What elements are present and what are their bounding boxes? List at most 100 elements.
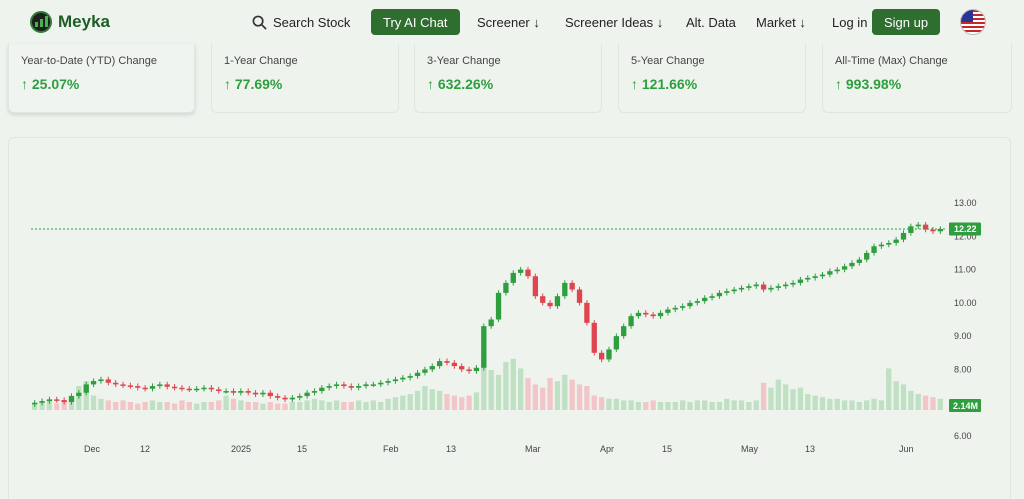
- candle-body: [208, 387, 215, 390]
- volume-bar: [790, 389, 796, 410]
- last-price-label: 12.22: [954, 224, 977, 234]
- candle-body: [414, 372, 421, 377]
- candle-body: [127, 385, 134, 387]
- volume-bar: [311, 398, 318, 410]
- volume-bar: [738, 400, 745, 410]
- volume-bar: [451, 395, 458, 410]
- candle-body: [915, 224, 921, 227]
- volume-bar: [385, 398, 391, 410]
- candle-body: [790, 282, 796, 285]
- market-menu[interactable]: Market ↓: [756, 9, 806, 35]
- candle-body: [576, 289, 583, 303]
- candle-body: [694, 301, 700, 303]
- login-link[interactable]: Log in: [832, 9, 867, 35]
- volume-bar: [105, 400, 111, 410]
- volume-bar: [930, 397, 936, 410]
- volume-bar: [746, 402, 752, 410]
- candle-body: [805, 277, 811, 280]
- try-ai-chat-button[interactable]: Try AI Chat: [371, 9, 460, 35]
- ytd-change-card[interactable]: Year-to-Date (YTD) Change ↑ 25.07%: [8, 44, 195, 113]
- card-label: 5-Year Change: [631, 55, 705, 67]
- one-year-change-card[interactable]: 1-Year Change ↑ 77.69%: [211, 44, 399, 113]
- candle-body: [598, 352, 605, 360]
- x-tick-label: Feb: [383, 444, 399, 454]
- three-year-change-card[interactable]: 3-Year Change ↑ 632.26%: [414, 44, 602, 113]
- signup-button[interactable]: Sign up: [872, 9, 941, 35]
- volume-bar: [326, 402, 332, 410]
- search-stock-link[interactable]: Search Stock: [252, 9, 350, 35]
- volume-bar: [893, 381, 899, 410]
- volume-bar: [797, 387, 804, 410]
- x-tick-label: 12: [140, 444, 150, 454]
- volume-bar: [709, 402, 715, 410]
- volume-bar: [812, 395, 818, 410]
- candle-body: [738, 287, 745, 290]
- candle-body: [724, 291, 730, 293]
- card-label: All-Time (Max) Change: [835, 55, 948, 67]
- candle-body: [436, 361, 443, 367]
- candle-body: [83, 384, 89, 393]
- volume-bar: [562, 374, 568, 410]
- candle-body: [238, 391, 244, 393]
- volume-bar: [400, 395, 406, 410]
- candle-body: [39, 401, 45, 403]
- candle-body: [517, 269, 524, 273]
- candle-body: [459, 366, 465, 370]
- candle-body: [311, 391, 318, 393]
- volume-bar: [783, 384, 789, 410]
- candle-body: [628, 316, 634, 327]
- candle-body: [775, 286, 781, 288]
- volume-bar: [540, 387, 546, 410]
- screener-ideas-menu[interactable]: Screener Ideas ↓: [565, 9, 663, 35]
- volume-bar: [827, 398, 833, 410]
- candle-body: [503, 282, 509, 293]
- candle-body: [731, 289, 737, 292]
- candle-body: [613, 336, 620, 350]
- candle-body: [201, 387, 207, 390]
- volume-bar: [54, 403, 60, 410]
- candle-body: [753, 284, 759, 287]
- card-value: ↑ 632.26%: [427, 76, 494, 92]
- volume-bar: [613, 398, 620, 410]
- volume-bar: [436, 390, 443, 410]
- candle-body: [908, 226, 914, 233]
- brand-name: Meyka: [58, 12, 110, 31]
- candle-body: [333, 384, 340, 387]
- candle-body: [819, 274, 826, 277]
- candle-body: [849, 262, 855, 267]
- volume-bar: [871, 398, 877, 410]
- candle-body: [687, 302, 693, 307]
- candle-body: [760, 284, 767, 290]
- candle-body: [326, 386, 332, 388]
- candle-body: [878, 244, 885, 247]
- volume-bar: [591, 395, 597, 410]
- volume-bar: [635, 402, 642, 410]
- volume-bar: [488, 370, 494, 410]
- candle-body: [606, 349, 612, 360]
- candle-body: [621, 326, 627, 337]
- alt-data-link[interactable]: Alt. Data: [686, 9, 736, 35]
- candle-body: [171, 386, 178, 389]
- candle-body: [400, 377, 406, 380]
- volume-bar: [915, 394, 921, 410]
- volume-bar: [628, 400, 634, 410]
- candle-body: [216, 389, 222, 392]
- volume-bar: [864, 400, 870, 410]
- volume-bar: [554, 381, 561, 410]
- volume-bar: [164, 402, 170, 410]
- try-ai-chat-label: Try AI Chat: [371, 9, 460, 35]
- volume-bar: [886, 368, 892, 410]
- candle-body: [591, 322, 597, 353]
- five-year-change-card[interactable]: 5-Year Change ↑ 121.66%: [618, 44, 806, 113]
- us-flag-icon[interactable]: [960, 9, 986, 35]
- screener-menu[interactable]: Screener ↓: [477, 9, 540, 35]
- candle-body: [657, 312, 664, 317]
- volume-bar: [679, 400, 686, 410]
- volume-bar: [665, 402, 671, 410]
- volume-bar: [230, 398, 237, 410]
- brand-logo[interactable]: Meyka: [30, 11, 110, 33]
- all-time-change-card[interactable]: All-Time (Max) Change ↑ 993.98%: [822, 44, 1012, 113]
- logo-icon: [30, 11, 52, 33]
